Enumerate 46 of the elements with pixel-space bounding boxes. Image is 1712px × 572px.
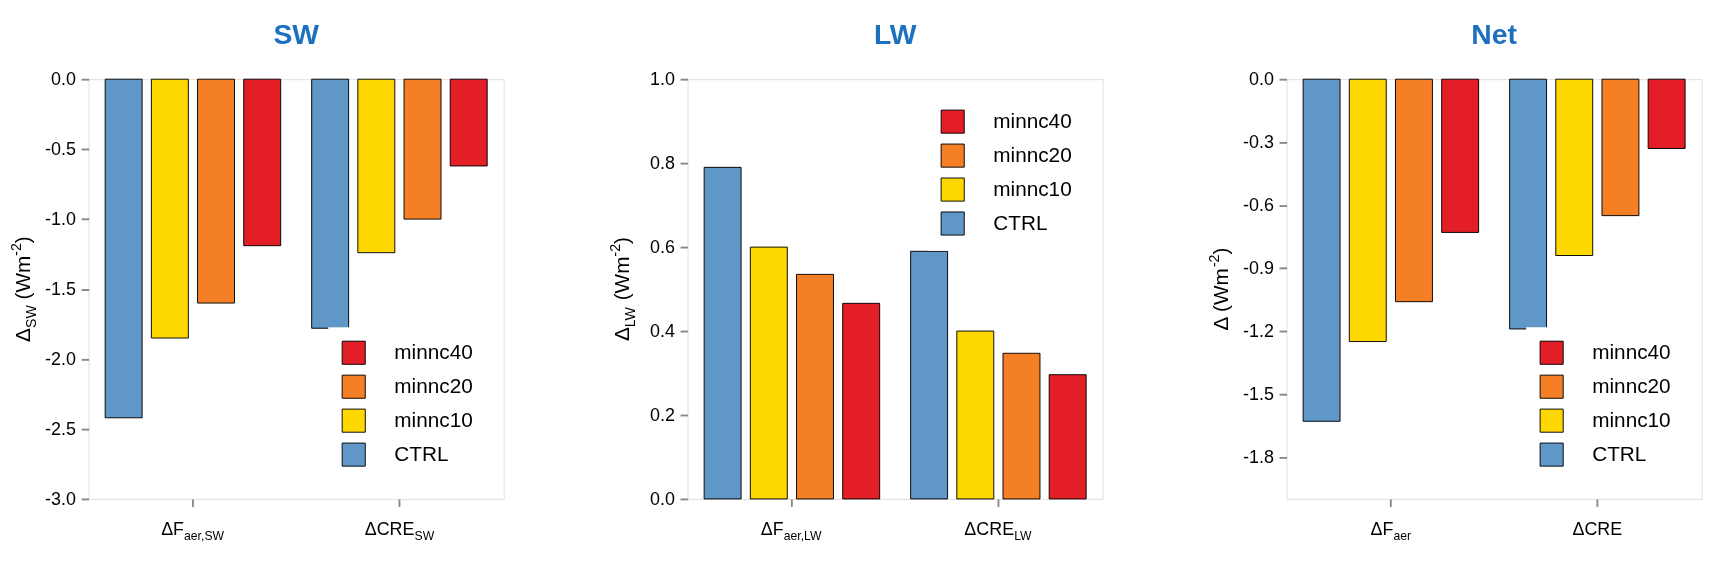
legend-label: minnc40: [1592, 340, 1671, 364]
legend-label: minnc10: [1592, 408, 1671, 432]
y-tick-label: 0.6: [649, 237, 675, 258]
bar: [796, 273, 834, 500]
chart-title: LW: [873, 18, 917, 51]
chart-title: SW: [273, 18, 320, 51]
y-tick-label: -3.0: [45, 489, 76, 510]
y-tick-label: -2.5: [45, 419, 76, 440]
y-axis-title: Δ (Wm-2): [1206, 247, 1233, 331]
bar: [1002, 352, 1041, 500]
legend-label: CTRL: [1592, 442, 1647, 466]
y-tick-label: -2.0: [45, 349, 76, 370]
legend-label: minnc10: [394, 408, 473, 432]
bar: [956, 330, 995, 500]
y-tick-label: 0.2: [649, 405, 675, 426]
x-tick-label: ΔCRE: [1572, 518, 1623, 539]
y-tick-label: 0.4: [649, 321, 675, 342]
legend-label: minnc10: [993, 177, 1072, 201]
legend-label: minnc40: [993, 109, 1072, 133]
y-tick-label: 1.0: [649, 69, 675, 90]
legend-label: minnc20: [1592, 374, 1671, 398]
y-tick-label: 0.0: [51, 69, 76, 90]
y-tick-label: 0.8: [649, 153, 675, 174]
legend-label: minnc20: [993, 143, 1072, 167]
legend-label: minnc40: [394, 340, 473, 364]
y-tick-label: 0.0: [1248, 69, 1274, 90]
y-axis-title: ΔSW (Wm-2): [8, 236, 39, 342]
bar: [1048, 374, 1087, 500]
y-tick-label: -0.3: [1243, 132, 1274, 153]
bar: [910, 250, 949, 500]
y-tick-label: -0.5: [45, 139, 76, 160]
bar: [749, 246, 788, 500]
y-tick-label: -0.6: [1243, 195, 1274, 216]
bar: [703, 166, 742, 500]
bar: [842, 302, 881, 500]
chart-title: Net: [1471, 18, 1518, 51]
y-tick-label: -1.5: [1243, 384, 1274, 405]
y-tick-label: 0.0: [649, 489, 675, 510]
y-tick-label: -1.2: [1243, 321, 1274, 342]
y-tick-label: -1.8: [1243, 447, 1274, 468]
y-tick-label: -1.0: [45, 209, 76, 230]
y-tick-label: -1.5: [45, 279, 76, 300]
legend-label: minnc20: [394, 374, 473, 398]
legend-label: CTRL: [394, 442, 449, 466]
y-tick-label: -0.9: [1243, 258, 1274, 279]
legend-label: CTRL: [993, 211, 1048, 235]
